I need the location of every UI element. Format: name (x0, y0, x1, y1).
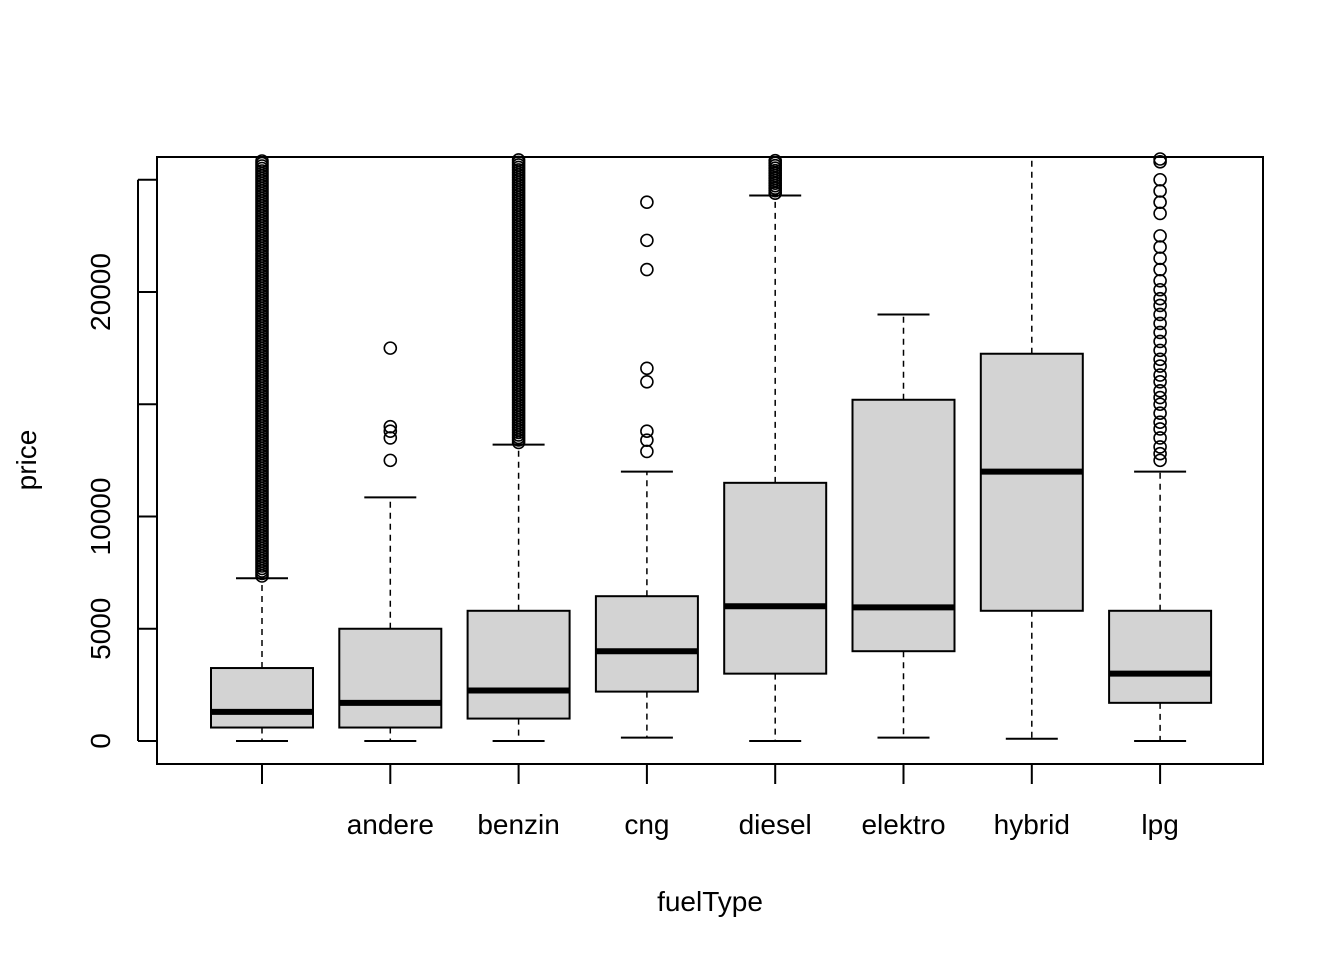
box-cng (594, 195, 699, 739)
outlier-point (1153, 406, 1167, 421)
outlier-point (1153, 440, 1167, 454)
iqr-box-benzin (466, 609, 571, 720)
y-tick-label: 10000 (85, 478, 116, 556)
x-tick-label-hybrid: hybrid (994, 809, 1070, 840)
outlier-point (1153, 206, 1167, 221)
x-tick-label-diesel: diesel (739, 809, 812, 840)
outlier-point (1153, 240, 1167, 254)
box-diesel (723, 153, 828, 742)
box-blank (210, 154, 314, 742)
outlier-point (1153, 273, 1167, 288)
outlier-point (640, 361, 654, 376)
iqr-box-blank (210, 667, 314, 729)
outlier-point (1153, 415, 1167, 430)
x-tick-label-elektro: elektro (861, 809, 945, 840)
y-axis: 0 5000 10000 20000 (85, 178, 157, 749)
outlier-point (1153, 325, 1167, 340)
iqr-box-andere (338, 627, 443, 729)
outlier-point (640, 195, 654, 209)
outlier-point (1153, 390, 1167, 405)
outlier-point (383, 419, 398, 434)
box-elektro (851, 313, 956, 739)
outlier-point (1153, 195, 1167, 209)
outlier-point (1153, 172, 1167, 187)
x-tick-label-lpg: lpg (1141, 809, 1178, 840)
iqr-box-cng (594, 595, 699, 693)
outlier-point (1153, 374, 1167, 389)
outlier-point (768, 153, 783, 168)
iqr-box-elektro (851, 398, 956, 653)
box-lpg (1108, 152, 1213, 742)
outlier-point (640, 374, 654, 389)
outlier-point (1153, 343, 1167, 358)
outlier-point (640, 444, 654, 459)
outlier-point (1153, 383, 1167, 398)
outlier-point (1153, 262, 1167, 277)
outlier-point (1153, 397, 1167, 412)
y-tick-label: 20000 (85, 253, 116, 331)
outlier-point (1153, 422, 1167, 436)
outlier-point (1153, 352, 1167, 367)
outlier-point (1153, 298, 1167, 313)
outlier-point (1153, 316, 1167, 331)
y-tick-label: 0 (85, 733, 116, 749)
box-hybrid (979, 159, 1084, 740)
outlier-point (1153, 359, 1167, 373)
iqr-box-hybrid (979, 352, 1084, 612)
outlier-point (383, 424, 398, 438)
outlier-point (383, 341, 398, 355)
outlier-point (255, 154, 269, 168)
outlier-point (511, 153, 526, 167)
x-tick-label-cng: cng (624, 809, 669, 840)
outlier-point (1153, 307, 1167, 322)
outlier-point (383, 453, 398, 468)
y-tick-label: 5000 (85, 598, 116, 660)
plot-frame (156, 156, 1264, 765)
outlier-point (1153, 334, 1167, 349)
outlier-point (1153, 251, 1167, 266)
outlier-point (640, 233, 654, 248)
outlier-point (640, 262, 654, 277)
x-tick-label-andere: andere (347, 809, 434, 840)
outlier-point (1153, 152, 1167, 166)
y-axis-label: price (11, 430, 42, 491)
x-axis-label: fuelType (657, 886, 763, 917)
box-benzin (466, 153, 571, 742)
x-tick-label-benzin: benzin (477, 809, 560, 840)
outlier-point (640, 433, 654, 447)
iqr-box-lpg (1108, 609, 1213, 704)
outlier-point (640, 424, 654, 438)
outlier-point (1153, 184, 1167, 198)
outlier-point (1153, 282, 1167, 297)
box-andere (338, 341, 443, 742)
outlier-point (1153, 291, 1167, 306)
x-axis: andere benzin cng diesel elektro hybrid lpg (261, 764, 1179, 840)
outlier-point (1153, 229, 1167, 243)
iqr-box-diesel (723, 481, 828, 675)
boxes-group (210, 152, 1213, 742)
outlier-point (1153, 368, 1167, 382)
outlier-point (1153, 453, 1167, 468)
outlier-point (1153, 431, 1167, 445)
outlier-point (1153, 446, 1167, 461)
